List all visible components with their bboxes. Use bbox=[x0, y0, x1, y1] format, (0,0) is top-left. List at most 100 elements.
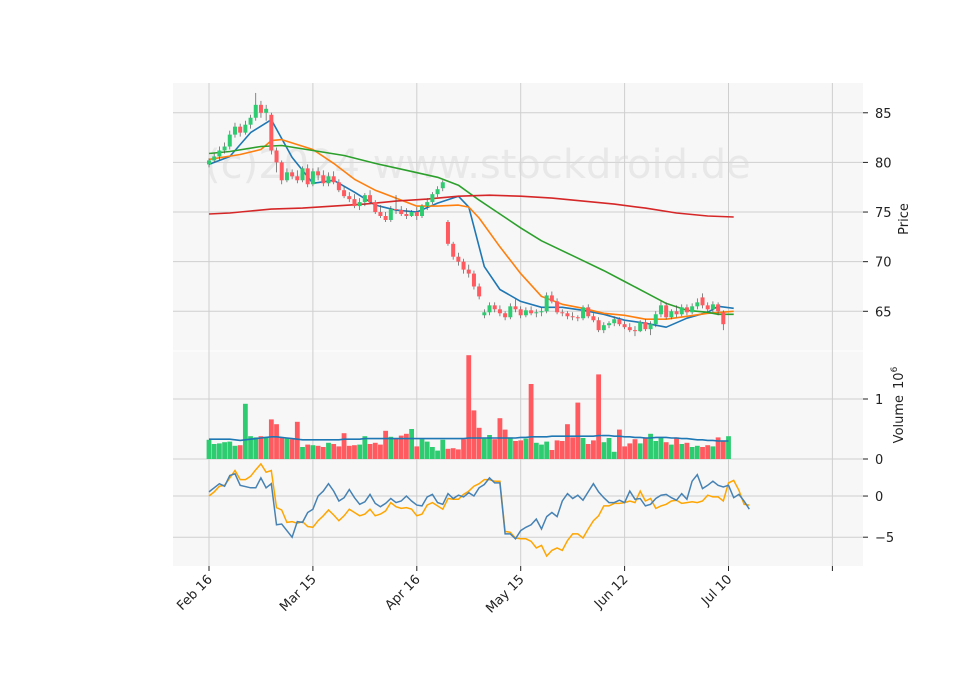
volume-axis-exponent: 10 bbox=[892, 372, 907, 389]
volume-bar bbox=[253, 437, 259, 459]
volume-bar bbox=[679, 444, 685, 459]
candle-body bbox=[248, 117, 253, 125]
volume-bar bbox=[481, 438, 487, 459]
volume-bar bbox=[632, 439, 638, 459]
candle-body bbox=[378, 212, 383, 217]
price-tick-label: 75 bbox=[875, 206, 892, 221]
volume-bar bbox=[570, 437, 576, 459]
candle-body bbox=[591, 316, 596, 321]
candle-body bbox=[207, 160, 211, 165]
candle-body bbox=[243, 124, 248, 133]
volume-bar bbox=[455, 449, 461, 459]
volume-bar bbox=[471, 410, 477, 459]
volume-bar bbox=[388, 436, 394, 459]
volume-bar bbox=[404, 433, 409, 459]
volume-tick-label: 1 bbox=[875, 393, 883, 408]
oscillator-panel-bg bbox=[173, 459, 863, 566]
candle-body bbox=[445, 221, 450, 244]
volume-bar bbox=[450, 448, 456, 459]
x-tick-label: Mar 15 bbox=[277, 572, 320, 615]
volume-bar bbox=[518, 440, 524, 459]
candle-body bbox=[264, 108, 269, 113]
x-tick-label: May 15 bbox=[483, 572, 527, 616]
volume-bar bbox=[694, 445, 700, 459]
price-tick-label: 80 bbox=[875, 156, 892, 171]
volume-bar bbox=[419, 439, 425, 459]
volume-bar bbox=[315, 445, 321, 459]
volume-bar bbox=[705, 445, 711, 459]
x-tick-label: Jun 12 bbox=[591, 572, 631, 612]
candle-body bbox=[487, 305, 492, 313]
volume-bar bbox=[523, 438, 529, 459]
moving-average-line bbox=[208, 144, 734, 316]
candle-body bbox=[607, 323, 612, 326]
watermark-text: (c)2024 www.stockdroid.de bbox=[205, 142, 751, 188]
candle-body bbox=[352, 199, 357, 207]
volume-bar bbox=[367, 444, 373, 459]
volume-bar bbox=[341, 433, 347, 459]
candle-body bbox=[690, 306, 695, 313]
candle-body bbox=[523, 310, 528, 316]
volume-bar bbox=[710, 446, 716, 459]
volume-bar bbox=[346, 445, 352, 459]
candle-body bbox=[674, 311, 679, 315]
volume-bar bbox=[642, 437, 648, 459]
price-tick-label: 65 bbox=[875, 305, 892, 320]
volume-bar bbox=[585, 444, 591, 459]
volume-bar bbox=[206, 439, 212, 459]
candle-body bbox=[638, 322, 643, 332]
volume-bar bbox=[528, 384, 534, 459]
volume-bar bbox=[336, 446, 342, 459]
volume-bar bbox=[268, 419, 274, 459]
candle-body bbox=[419, 206, 424, 217]
volume-bar bbox=[487, 435, 492, 459]
candle-body bbox=[700, 297, 705, 306]
candle-body bbox=[617, 319, 622, 325]
moving-average-line bbox=[208, 194, 734, 218]
volume-bars bbox=[206, 355, 731, 459]
volume-tick-label: 0 bbox=[875, 453, 883, 468]
price-tick-label: 70 bbox=[875, 256, 892, 271]
candle-body bbox=[310, 171, 315, 185]
price-tick-label: 85 bbox=[875, 107, 892, 122]
volume-bar bbox=[575, 402, 581, 459]
volume-bar bbox=[622, 446, 627, 459]
candle-body bbox=[622, 324, 627, 328]
volume-bar bbox=[435, 450, 440, 459]
oscillator-lines bbox=[208, 462, 750, 558]
candle-body bbox=[648, 324, 653, 330]
candle-body bbox=[394, 209, 399, 211]
volume-bar bbox=[409, 429, 415, 459]
candle-body bbox=[461, 261, 466, 270]
candle-body bbox=[555, 301, 560, 313]
volume-bar bbox=[554, 440, 560, 459]
candle-body bbox=[643, 322, 648, 330]
volume-bar bbox=[601, 442, 607, 459]
volume-bar bbox=[544, 441, 550, 459]
volume-bar bbox=[689, 447, 695, 459]
volume-bar bbox=[539, 444, 544, 459]
candle-body bbox=[425, 202, 430, 207]
candle-body bbox=[357, 202, 362, 207]
candle-body bbox=[544, 295, 549, 312]
volume-bar bbox=[565, 424, 570, 459]
volume-bar bbox=[398, 435, 404, 459]
candle-body bbox=[679, 307, 684, 315]
candle-body bbox=[404, 214, 409, 217]
candle-body bbox=[581, 307, 586, 319]
candle-body bbox=[721, 312, 726, 325]
volume-bar bbox=[362, 436, 368, 459]
volume-bar bbox=[674, 437, 679, 459]
candle-body bbox=[399, 210, 404, 215]
candle-body bbox=[503, 313, 508, 318]
price-axis-label: Price bbox=[897, 203, 912, 235]
volume-bar bbox=[424, 441, 430, 459]
volume-bar bbox=[310, 445, 316, 459]
volume-bar bbox=[726, 436, 731, 459]
x-tick-label: Apr 16 bbox=[382, 572, 423, 613]
volume-bar bbox=[476, 427, 482, 459]
volume-bar bbox=[372, 442, 378, 459]
volume-bar bbox=[357, 444, 363, 459]
volume-bar bbox=[466, 355, 472, 459]
candle-body bbox=[238, 126, 243, 133]
